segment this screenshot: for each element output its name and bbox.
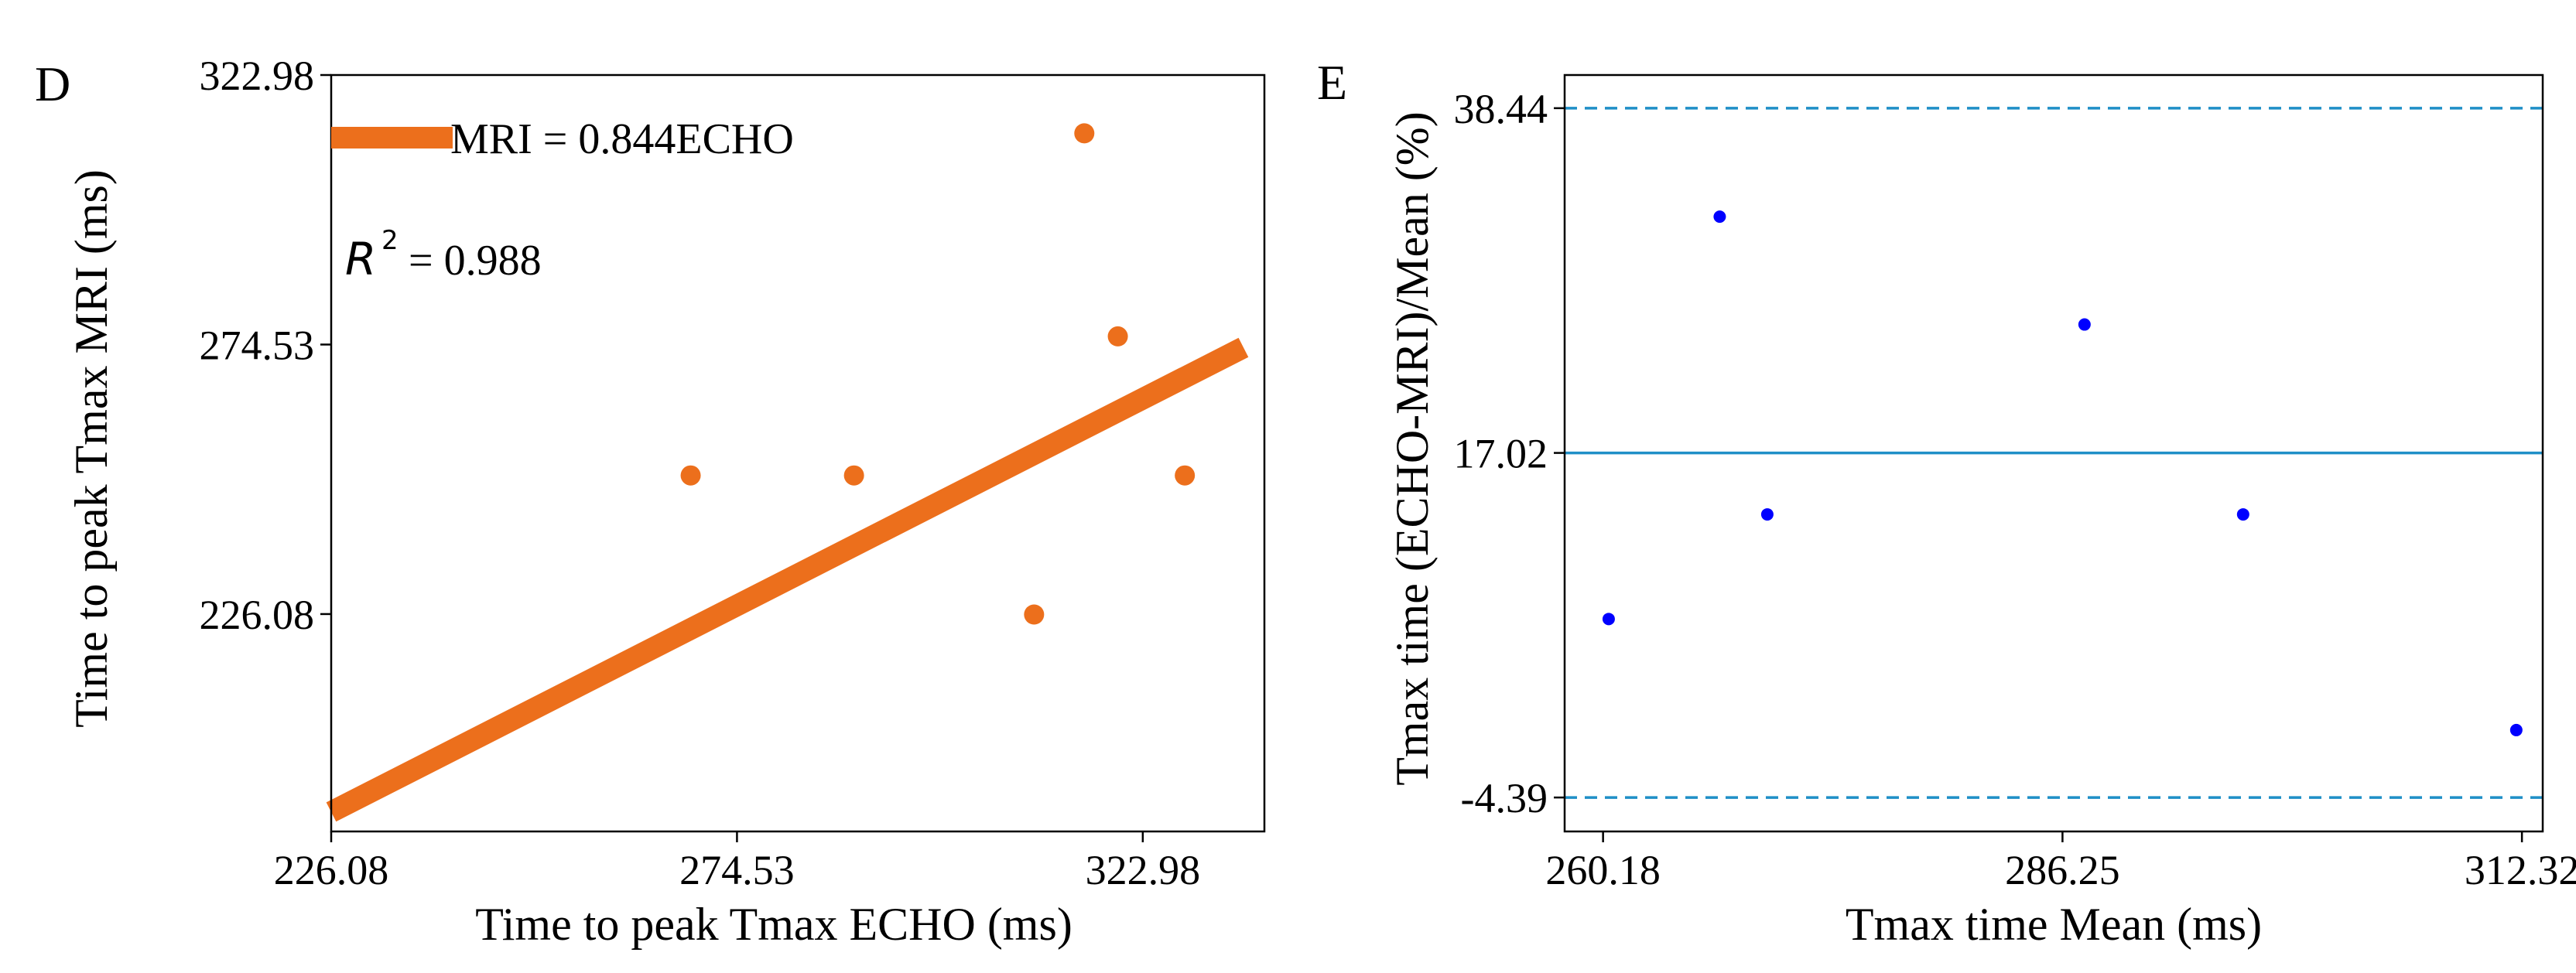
- x-axis-ticks: 260.18 286.25 312.32: [1545, 831, 2576, 893]
- legend: MRI = 0.844ECHO: [331, 115, 794, 163]
- x-axis-label: Tmax time Mean (ms): [1846, 899, 2262, 950]
- y-tick-label: 38.44: [1454, 86, 1548, 132]
- data-point: [2509, 723, 2523, 736]
- x-tick-label: 260.18: [1545, 847, 1661, 893]
- data-point: [1175, 465, 1196, 486]
- panel-e-letter: E: [1317, 55, 1347, 110]
- data-point: [843, 465, 864, 486]
- y-axis-label: Time to peak Tmax MRI (ms): [66, 169, 117, 728]
- x-tick-label: 286.25: [2005, 847, 2120, 893]
- x-axis-ticks: 226.08 274.53 322.98: [274, 831, 1200, 893]
- plot-area-frame: [330, 73, 1266, 833]
- data-point: [2236, 508, 2249, 521]
- x-tick-label: 274.53: [679, 847, 795, 893]
- r-squared-value: = 0.988: [409, 237, 542, 285]
- panel-d: D 226.08 274.53 322.98 226.08274.53322.98 …: [35, 53, 1266, 950]
- data-point: [1602, 613, 1615, 626]
- r-squared-symbol: R: [345, 233, 376, 285]
- y-tick-label: 226.08: [200, 592, 315, 638]
- r-squared-annotation: R 2 = 0.988: [345, 225, 542, 285]
- y-tick-label: -4.39: [1461, 775, 1548, 821]
- y-tick-label: 17.02: [1454, 431, 1548, 477]
- x-tick-label: 312.32: [2465, 847, 2576, 893]
- fit-line: [326, 337, 1249, 822]
- x-tick-label: 322.98: [1086, 847, 1201, 893]
- data-point: [2078, 318, 2091, 331]
- scatter-points: [680, 123, 1196, 625]
- data-point: [1024, 604, 1045, 625]
- x-tick-label: 226.08: [274, 847, 389, 893]
- scatter-points: [1602, 210, 2523, 736]
- legend-label: MRI = 0.844ECHO: [450, 115, 794, 163]
- y-axis-label: Tmax time (ECHO-MRI)/Mean (%): [1387, 111, 1438, 785]
- data-point: [1074, 123, 1095, 144]
- data-point: [1713, 210, 1726, 224]
- panel-e: E 260.18 286.25 312.32 38.44 17.02 -4.39 Tma…: [1317, 55, 2576, 950]
- y-tick-label: 274.53: [200, 322, 315, 368]
- data-point: [1107, 326, 1128, 347]
- y-tick-label: 322.98: [200, 53, 315, 99]
- r-squared-exponent: 2: [381, 225, 399, 256]
- data-point: [680, 465, 701, 486]
- data-point: [1760, 508, 1774, 521]
- x-axis-label: Time to peak Tmax ECHO (ms): [475, 899, 1072, 950]
- panel-d-letter: D: [35, 56, 70, 111]
- y-axis-ticks: 226.08 274.53 322.98: [200, 53, 331, 638]
- y-axis-ticks: 38.44 17.02 -4.39: [1454, 86, 1565, 821]
